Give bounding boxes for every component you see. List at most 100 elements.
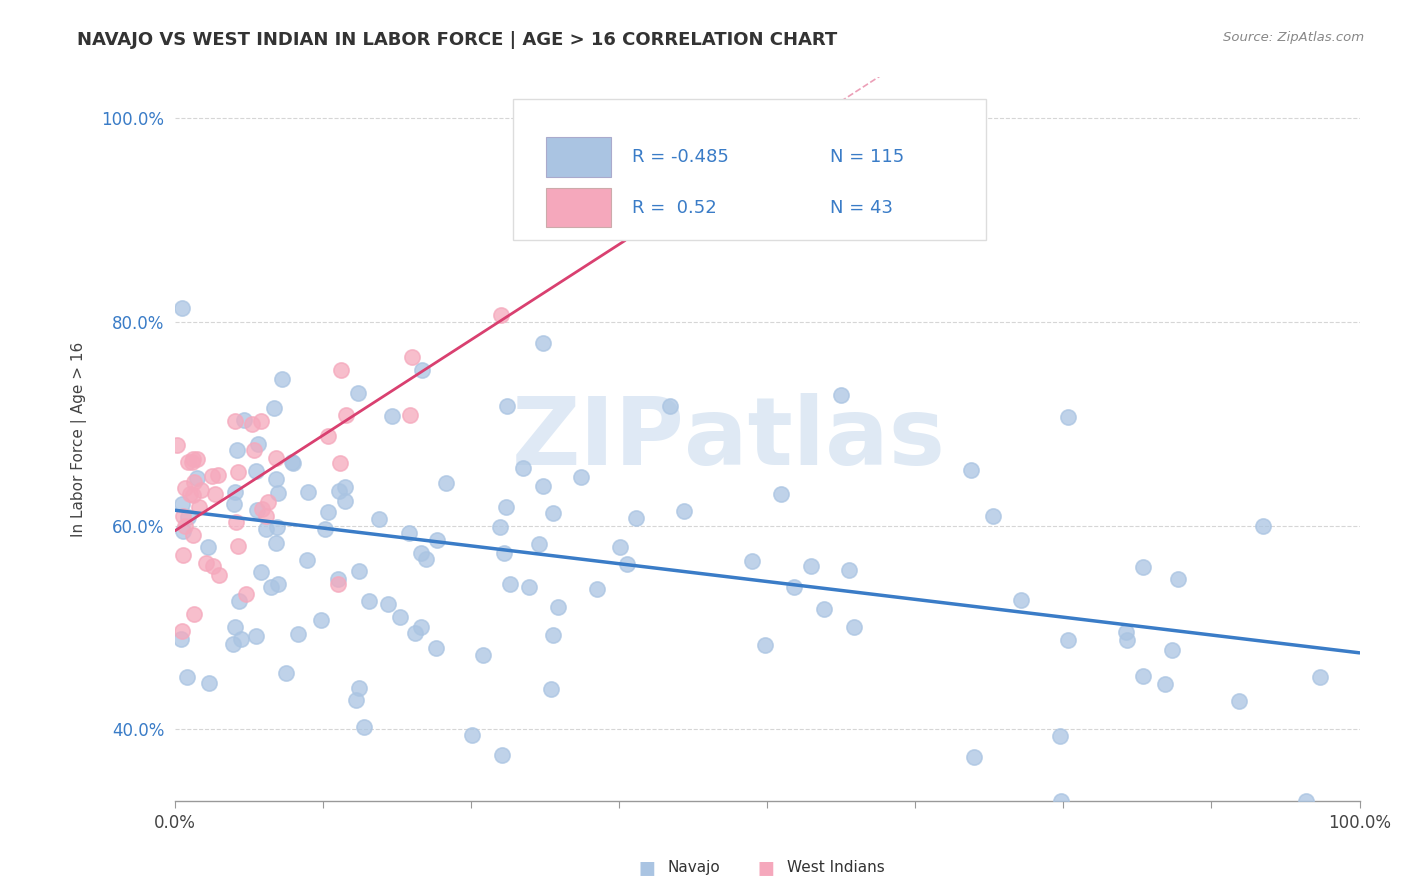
Point bbox=[963, 750, 986, 764]
Point bbox=[624, 511, 647, 525]
Point bbox=[186, 471, 208, 485]
Point bbox=[204, 487, 226, 501]
Point bbox=[959, 463, 981, 477]
Point bbox=[172, 524, 194, 538]
Point bbox=[1227, 694, 1250, 708]
Point bbox=[179, 487, 201, 501]
Point bbox=[471, 648, 494, 662]
Point bbox=[197, 540, 219, 554]
Point bbox=[399, 408, 422, 422]
Point bbox=[1050, 793, 1073, 807]
Point bbox=[224, 485, 246, 500]
Point bbox=[177, 510, 200, 524]
Point bbox=[353, 720, 375, 734]
Point bbox=[260, 580, 283, 594]
Point bbox=[314, 522, 336, 536]
Point bbox=[1049, 729, 1071, 743]
Point bbox=[783, 580, 806, 594]
Point bbox=[257, 495, 280, 509]
Point bbox=[347, 681, 370, 695]
Point bbox=[281, 456, 304, 470]
Text: West Indians: West Indians bbox=[787, 860, 886, 874]
Point bbox=[226, 465, 249, 479]
Point bbox=[461, 728, 484, 742]
Point bbox=[190, 483, 212, 497]
Point bbox=[226, 539, 249, 553]
FancyBboxPatch shape bbox=[546, 187, 612, 227]
Point bbox=[231, 632, 253, 646]
Point bbox=[267, 486, 290, 500]
Text: NAVAJO VS WEST INDIAN IN LABOR FORCE | AGE > 16 CORRELATION CHART: NAVAJO VS WEST INDIAN IN LABOR FORCE | A… bbox=[77, 31, 838, 49]
Point bbox=[1010, 593, 1032, 607]
Point bbox=[173, 481, 195, 495]
Point bbox=[357, 593, 380, 607]
Point bbox=[1167, 573, 1189, 587]
Text: R =  0.52: R = 0.52 bbox=[633, 199, 717, 217]
Point bbox=[254, 508, 277, 523]
Point bbox=[195, 556, 218, 570]
Point bbox=[329, 456, 352, 470]
Point bbox=[844, 620, 866, 634]
Point bbox=[264, 450, 287, 465]
Point bbox=[488, 520, 510, 534]
Point bbox=[434, 476, 457, 491]
Point bbox=[243, 443, 266, 458]
Point bbox=[426, 533, 449, 548]
Point bbox=[830, 388, 852, 402]
Point bbox=[981, 509, 1004, 524]
Point bbox=[547, 599, 569, 614]
Point bbox=[172, 301, 194, 315]
Point bbox=[1115, 632, 1137, 647]
Point bbox=[271, 372, 294, 386]
Point bbox=[316, 506, 339, 520]
Point bbox=[335, 409, 357, 423]
Point bbox=[754, 638, 776, 652]
Point bbox=[266, 536, 288, 550]
Point bbox=[770, 486, 793, 500]
Point bbox=[254, 522, 277, 536]
Point bbox=[173, 519, 195, 533]
Point bbox=[170, 624, 193, 639]
Point bbox=[367, 512, 389, 526]
Point bbox=[411, 363, 433, 377]
Point bbox=[543, 506, 565, 520]
FancyBboxPatch shape bbox=[546, 137, 612, 177]
Point bbox=[176, 670, 198, 684]
Point bbox=[531, 335, 554, 350]
Point bbox=[177, 455, 200, 469]
Point bbox=[398, 525, 420, 540]
Point bbox=[347, 564, 370, 578]
Point bbox=[659, 399, 682, 413]
Point bbox=[540, 682, 562, 697]
FancyBboxPatch shape bbox=[513, 99, 987, 240]
Point bbox=[1295, 793, 1317, 807]
Point bbox=[531, 478, 554, 492]
Point bbox=[252, 501, 274, 516]
Point bbox=[1132, 669, 1154, 683]
Point bbox=[425, 640, 447, 655]
Point bbox=[235, 587, 257, 601]
Point bbox=[246, 503, 269, 517]
Point bbox=[181, 452, 204, 467]
Point bbox=[263, 401, 285, 415]
Point bbox=[333, 494, 356, 508]
Point bbox=[616, 557, 638, 571]
Point bbox=[377, 597, 399, 611]
Point bbox=[495, 399, 517, 413]
Point bbox=[166, 438, 188, 452]
Point bbox=[207, 467, 229, 482]
Point bbox=[527, 537, 550, 551]
Point bbox=[494, 546, 516, 560]
Point bbox=[1153, 677, 1175, 691]
Point bbox=[274, 665, 297, 680]
Point bbox=[183, 475, 205, 490]
Point bbox=[344, 693, 367, 707]
Point bbox=[517, 581, 540, 595]
Point bbox=[389, 610, 412, 624]
Point bbox=[838, 563, 860, 577]
Point bbox=[512, 461, 534, 475]
Point bbox=[409, 545, 432, 559]
Text: N = 43: N = 43 bbox=[830, 199, 893, 217]
Point bbox=[266, 520, 288, 534]
Point bbox=[181, 455, 204, 469]
